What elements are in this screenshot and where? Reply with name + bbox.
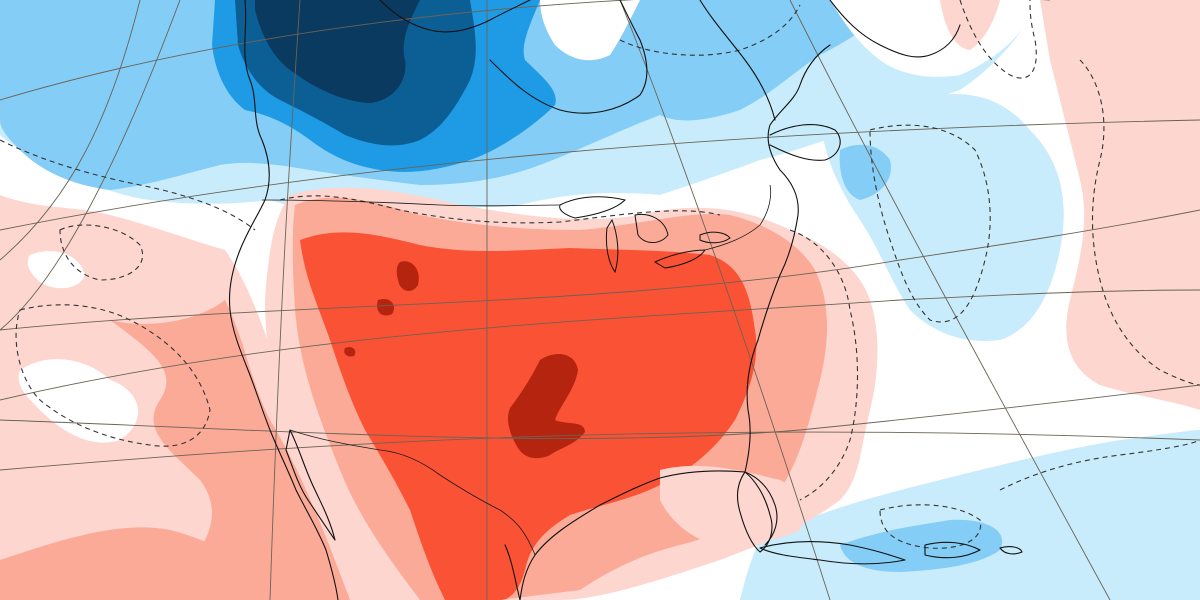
labrador-coastline <box>699 0 776 121</box>
atlantic-light-cold-area <box>839 144 891 200</box>
labrador-neutral-area <box>540 0 640 61</box>
southern-plains-strong-warm-core <box>507 354 585 459</box>
baja-coastline <box>285 429 336 541</box>
mexico-east-coastline <box>504 544 521 600</box>
maritimes-coastline <box>769 124 841 161</box>
arctic-coastline <box>379 0 531 33</box>
zero-contour-line <box>279 195 721 224</box>
parallel-line <box>0 289 1200 401</box>
pacific-coastline <box>228 0 339 600</box>
pacific-neutral-pocket-2 <box>27 251 86 289</box>
lake-huron <box>634 213 669 243</box>
hispaniola-coastline <box>924 541 981 559</box>
pacific-light-warm-lower <box>0 527 270 600</box>
lake-erie <box>653 249 706 269</box>
caribbean-island-coastline <box>999 546 1023 555</box>
florida-coastline <box>736 471 773 553</box>
lake-ontario <box>699 231 731 244</box>
atlantic-coastline <box>744 44 831 473</box>
east-canada-light-cold <box>620 0 900 121</box>
zero-contour-line <box>999 439 1200 491</box>
north-atlantic-faint-warm <box>1040 0 1200 410</box>
zero-contour-line <box>59 224 143 281</box>
meridian-line <box>0 0 181 331</box>
meridian-line <box>789 0 1111 600</box>
rockies-strong-warm-core <box>396 261 419 292</box>
rockies-strong-warm-core-3 <box>344 347 356 357</box>
us-mexico-border <box>289 429 536 556</box>
zero-contour-line <box>869 124 991 323</box>
lake-michigan <box>605 218 619 274</box>
zero-contour-line <box>0 139 256 231</box>
meridian-line <box>269 0 301 600</box>
zero-contour-line <box>15 304 211 447</box>
parallel-line <box>0 0 1050 101</box>
pacific-light-warm-area <box>110 300 350 600</box>
zero-contour-line <box>1079 59 1200 386</box>
canada-deep-cold-core <box>255 0 420 103</box>
parallel-line <box>0 119 1200 231</box>
pacific-neutral-pocket <box>18 359 139 443</box>
north-atlantic-faint-warm-top <box>940 0 1000 50</box>
zero-contour-line <box>959 0 1037 79</box>
hudson-bay-coastline <box>489 0 648 114</box>
parallel-line <box>0 384 1200 440</box>
us-canada-border-east <box>704 184 772 251</box>
meridian-line <box>0 0 141 261</box>
parallel-line <box>0 431 1200 471</box>
gulf-faint-warm-strip <box>660 465 804 545</box>
greenland-coastline <box>829 0 961 58</box>
national-borders-layer <box>261 184 772 556</box>
lake-superior <box>559 196 626 219</box>
zero-contour-layer <box>0 0 1200 549</box>
zero-contour-line <box>619 4 801 56</box>
rockies-strong-warm-core-2 <box>377 299 395 316</box>
zero-contour-line <box>789 229 859 501</box>
us-canada-border <box>261 199 561 207</box>
caribbean-light-cold-area <box>840 519 1003 572</box>
parallel-line <box>0 209 1200 331</box>
cuba-coastline <box>759 541 906 565</box>
